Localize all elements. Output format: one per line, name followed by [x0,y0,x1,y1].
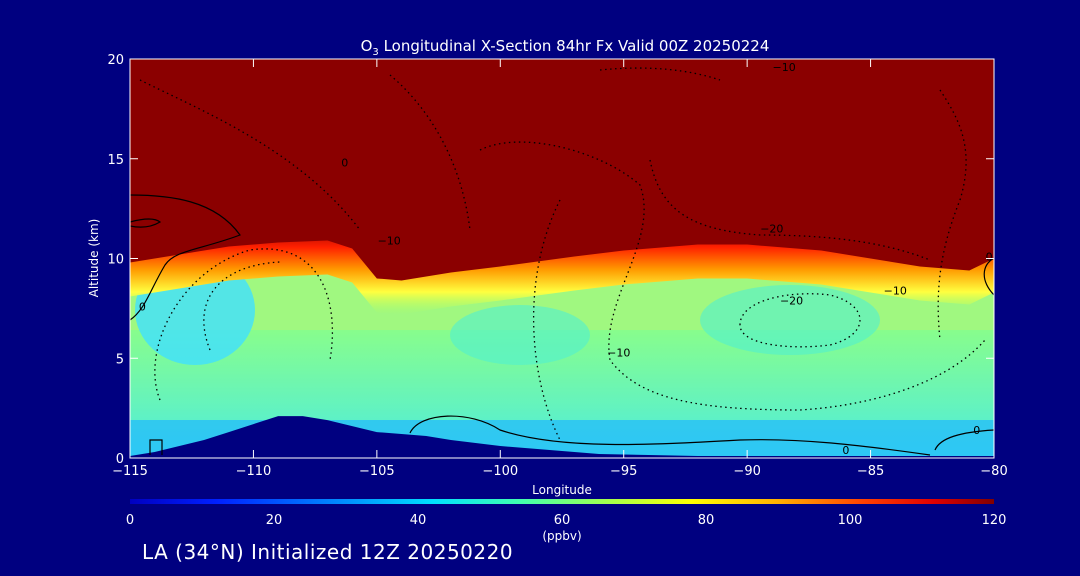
colorbar-tick-label: 60 [554,513,571,528]
contour-label: 0 [139,300,146,313]
low-ozone-region-central [450,305,590,365]
contour-label: 0 [986,250,993,263]
x-axis: −115 −110 −105 −100 −95 −90 −85 −80 [112,59,1008,479]
x-tick-label: −110 [236,464,272,479]
contour-dotted-9 [389,74,471,231]
contour-label: −10 [378,235,401,248]
contour-zero-west [130,194,241,321]
y-tick-label: 15 [107,153,124,168]
colorbar-tick-label: 120 [982,513,1007,528]
x-tick-label: −100 [482,464,518,479]
colorbar-tick-label: 0 [126,513,134,528]
contour-label: −10 [773,61,796,74]
chart-title: O3 Longitudinal X-Section 84hr Fx Valid … [361,37,770,58]
contour-label: 0 [341,157,348,170]
contour-dotted-1 [139,79,361,231]
colorbar-ticks: 0 20 40 60 80 100 120 [126,513,1007,528]
y-tick-label: 20 [107,53,124,68]
contour-lines [130,67,994,456]
title-species: O [361,37,373,55]
contour-labels: −10 0 −10 −20 −20 −10 0 0 −10 0 0 [139,61,993,457]
contour-zero-east-surface [934,429,994,451]
contour-zero-surface [409,415,931,456]
contour-dotted-8 [649,159,931,261]
stratosphere-fill [130,59,994,315]
colorbar-tick-label: 40 [410,513,427,528]
stratosphere-region [130,59,994,281]
contour-label: −10 [884,284,907,297]
footer-label: LA (34°N) Initialized 12Z 20250220 [142,540,514,564]
contour-dotted-7 [937,89,967,341]
contour-label: 0 [973,424,980,437]
y-tick-label: 0 [116,452,124,467]
y-axis: 0 5 10 15 20 [107,53,994,467]
contour-zero-southwest [149,439,163,455]
x-tick-label: −95 [610,464,637,479]
x-tick-label: −90 [733,464,760,479]
y-axis-label: Altitude (km) [87,219,101,298]
contour-dotted-10 [599,67,721,81]
y-tick-label: 5 [116,352,124,367]
x-tick-label: −105 [359,464,395,479]
x-tick-label: −80 [980,464,1007,479]
contour-zero-east [983,257,994,296]
contour-label: 0 [842,444,849,457]
plot-area: −10 0 −10 −20 −20 −10 0 0 −10 0 0 [130,59,994,458]
colorbar [130,499,994,504]
contour-dotted-3 [203,261,281,351]
colorbar-tick-label: 20 [266,513,283,528]
title-rest: Longitudinal X-Section 84hr Fx Valid 00Z… [379,37,770,55]
terrain-fill [130,416,994,458]
colorbar-tick-label: 80 [698,513,715,528]
contour-label: −20 [780,294,803,307]
contour-label: −20 [760,223,783,236]
low-ozone-region-east [700,285,880,355]
y-tick-label: 10 [107,253,124,268]
contour-dotted-6 [532,199,561,441]
x-tick-label: −85 [857,464,884,479]
x-tick-label: −115 [112,464,148,479]
colorbar-unit: (ppbv) [542,529,581,543]
contour-zero-west-inner [130,218,162,228]
x-axis-label: Longitude [532,483,592,497]
title-subscript: 3 [372,47,378,58]
contour-label: −10 [607,346,630,359]
colorbar-tick-label: 100 [838,513,863,528]
